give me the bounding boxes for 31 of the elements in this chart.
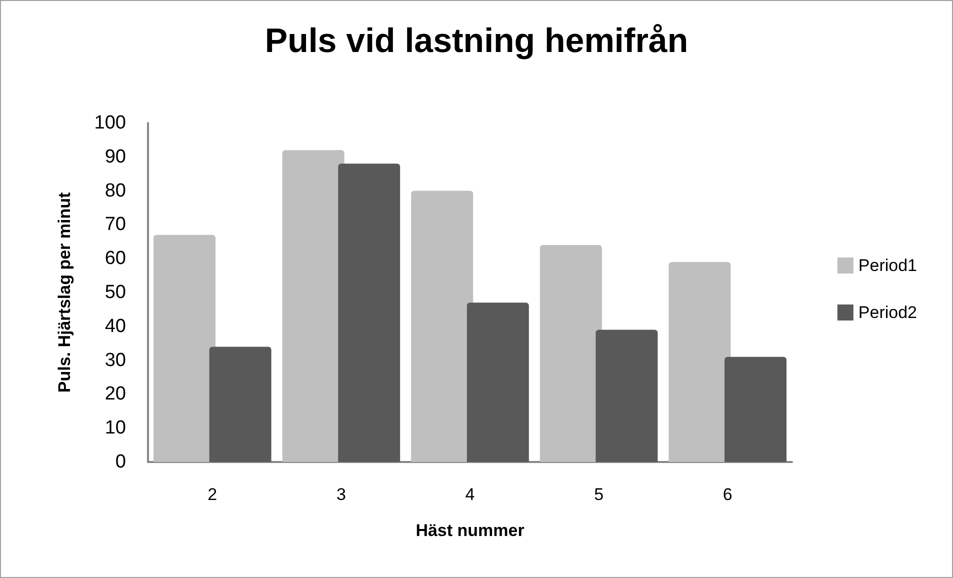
bar (209, 346, 272, 462)
y-tick-label: 80 (104, 180, 126, 202)
bar (154, 234, 216, 462)
y-tick-label: 100 (94, 112, 126, 134)
y-axis-title: Puls. Hjärtslag per minut (55, 192, 74, 393)
y-tick-label: 50 (104, 282, 126, 303)
bar (724, 356, 786, 462)
bar (282, 150, 344, 462)
bar (338, 164, 400, 462)
bar (411, 190, 474, 462)
y-tick-label: 40 (104, 316, 126, 337)
x-tick-label: 6 (722, 485, 732, 504)
y-tick-label: 70 (104, 214, 126, 236)
x-axis-title: Häst nummer (416, 521, 525, 540)
bar (466, 302, 529, 462)
x-tick-label: 2 (208, 485, 218, 504)
chart-title: Puls vid lastning hemifrån (264, 22, 688, 60)
bar (540, 245, 602, 462)
x-tick-label: 3 (336, 485, 346, 504)
legend-label: Period2 (858, 303, 918, 322)
bar (596, 330, 658, 462)
y-tick-label: 10 (104, 418, 126, 439)
x-tick-label: 5 (594, 485, 604, 504)
bar (668, 262, 731, 462)
x-tick-label: 4 (465, 485, 475, 504)
y-tick-label: 60 (104, 248, 126, 270)
y-tick-label: 20 (104, 384, 126, 405)
y-tick-label: 30 (104, 350, 126, 371)
y-tick-label: 90 (104, 146, 126, 168)
y-tick-label: 0 (115, 452, 126, 472)
legend-label: Period1 (858, 256, 918, 275)
